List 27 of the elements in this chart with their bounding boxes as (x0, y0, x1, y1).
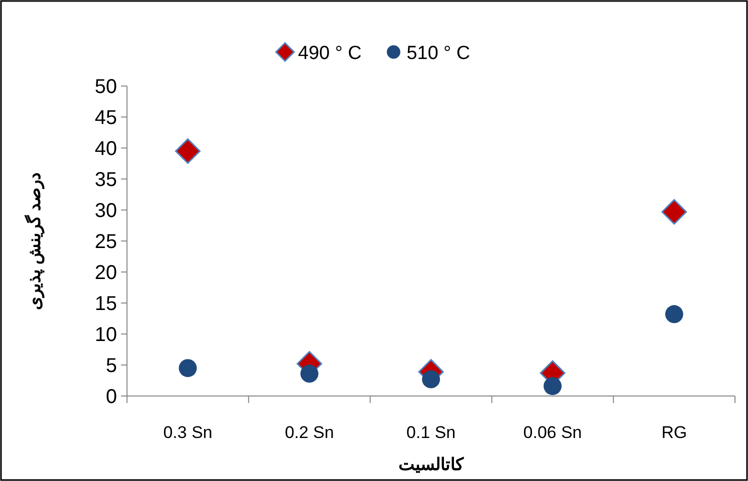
y-tick-label: 0 (106, 386, 117, 408)
y-tick-label: 5 (106, 355, 117, 377)
point (544, 377, 562, 396)
x-tick-label: 0.06 Sn (523, 423, 582, 442)
x-tick-label: 0.2 Sn (284, 423, 334, 442)
point (300, 364, 318, 383)
point (175, 138, 201, 164)
y-axis-title: درصد گرینش پذیری (24, 172, 45, 310)
y-tick-label: 30 (94, 200, 117, 222)
legend-label: 510 ° C (406, 43, 470, 64)
legend-label: 490 ° C (298, 43, 362, 64)
y-tick-label: 35 (94, 169, 117, 191)
point (178, 359, 197, 378)
y-tick-label: 15 (94, 293, 117, 315)
point (661, 199, 687, 225)
x-tick-label: 0.1 Sn (406, 423, 456, 442)
x-tick-label: 0.3 Sn (163, 423, 212, 442)
y-tick-label: 50 (94, 76, 117, 98)
point (422, 370, 440, 388)
y-tick-label: 25 (94, 231, 117, 253)
y-tick-label: 20 (94, 262, 117, 284)
y-tick-label: 40 (94, 138, 117, 160)
point (665, 305, 684, 324)
x-tick-label: RG (661, 423, 687, 442)
x-axis-title: کاتالسیت (398, 455, 464, 474)
y-tick-label: 45 (94, 107, 117, 129)
y-tick-label: 10 (94, 324, 117, 346)
